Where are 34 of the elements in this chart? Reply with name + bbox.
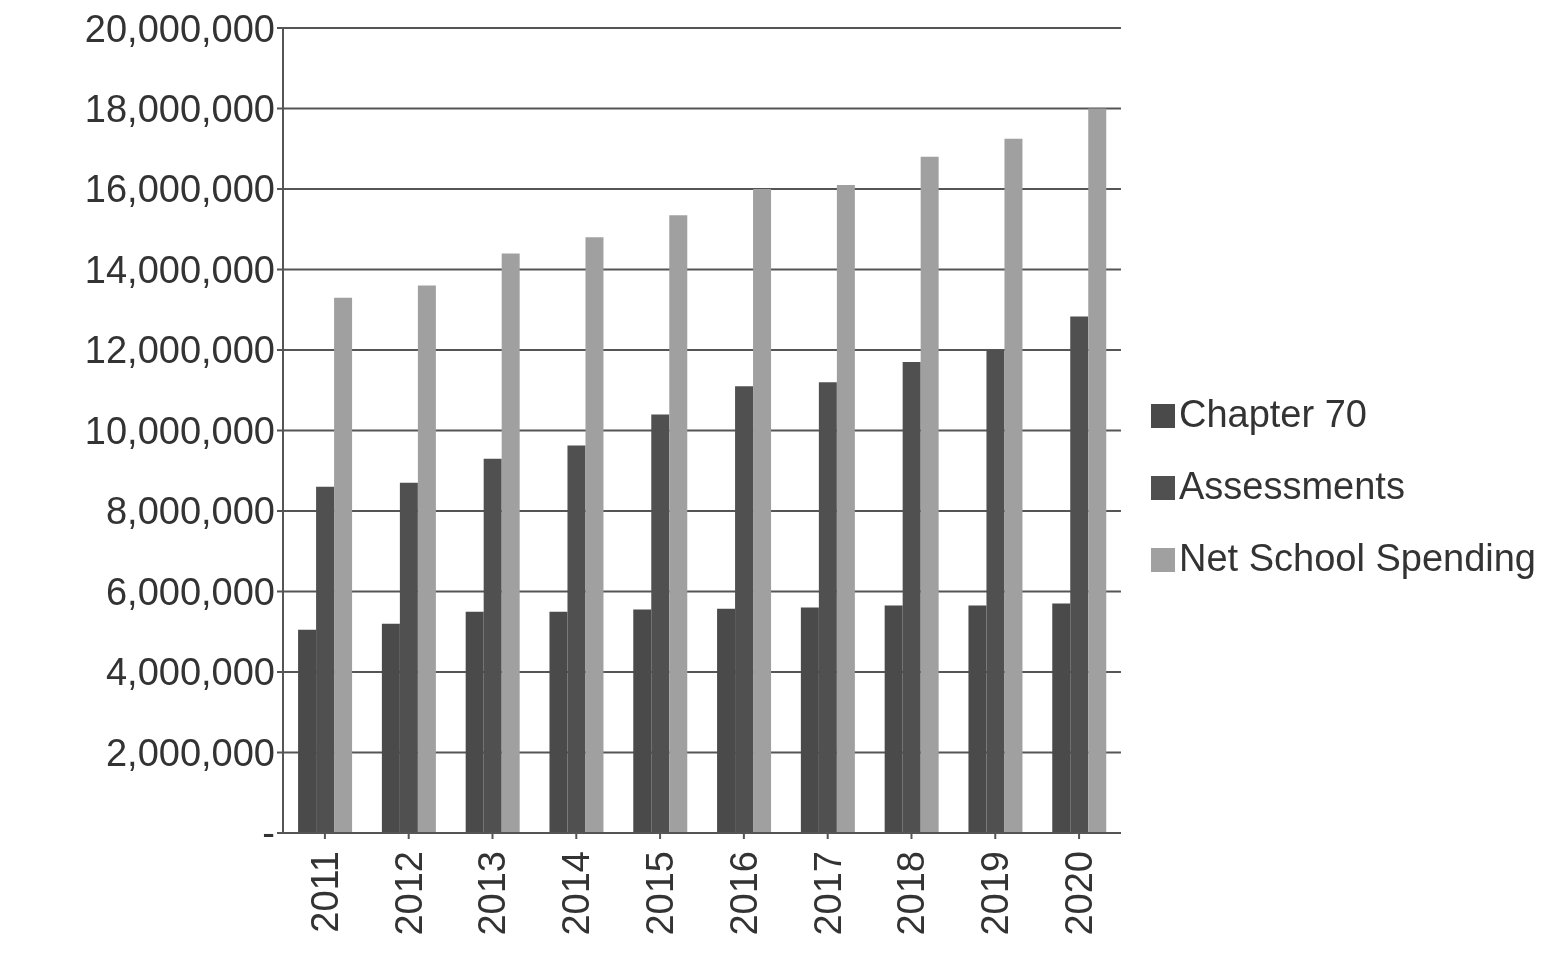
y-tick-label: 8,000,000 <box>105 490 275 533</box>
bar <box>753 189 772 833</box>
x-tick-label: 2014 <box>555 851 598 936</box>
legend-label: Assessments <box>1178 464 1405 507</box>
y-tick-label: - <box>262 812 275 855</box>
x-tick-label: 2013 <box>471 851 514 936</box>
bar <box>1004 138 1023 833</box>
x-tick-label: 2017 <box>806 851 849 936</box>
y-tick-label: 10,000,000 <box>84 409 275 452</box>
y-tick-label: 20,000,000 <box>84 7 275 50</box>
y-tick-label: 6,000,000 <box>105 570 275 613</box>
bar <box>501 253 520 833</box>
bar <box>585 237 604 833</box>
legend-label: Net School Spending <box>1178 536 1536 579</box>
x-tick-label: 2020 <box>1058 851 1101 936</box>
x-tick-label: 2016 <box>722 851 765 936</box>
bar <box>669 215 688 833</box>
y-tick-label: 16,000,000 <box>84 168 275 211</box>
y-tick-label: 4,000,000 <box>105 651 275 694</box>
x-tick-label: 2019 <box>974 851 1017 936</box>
x-tick-label: 2018 <box>890 851 933 936</box>
bar <box>1088 108 1107 833</box>
x-tick-label: 2015 <box>639 851 682 936</box>
bar <box>920 156 939 833</box>
legend-label: Chapter 70 <box>1178 392 1367 435</box>
y-tick-label: 2,000,000 <box>105 731 275 774</box>
y-tick-label: 18,000,000 <box>84 87 275 130</box>
y-tick-label: 12,000,000 <box>84 329 275 372</box>
x-tick-label: 2011 <box>303 851 346 933</box>
bar <box>417 285 436 833</box>
y-tick-label: 14,000,000 <box>84 248 275 291</box>
bar <box>836 184 855 833</box>
x-tick-label: 2012 <box>387 851 430 936</box>
bar <box>334 297 353 833</box>
